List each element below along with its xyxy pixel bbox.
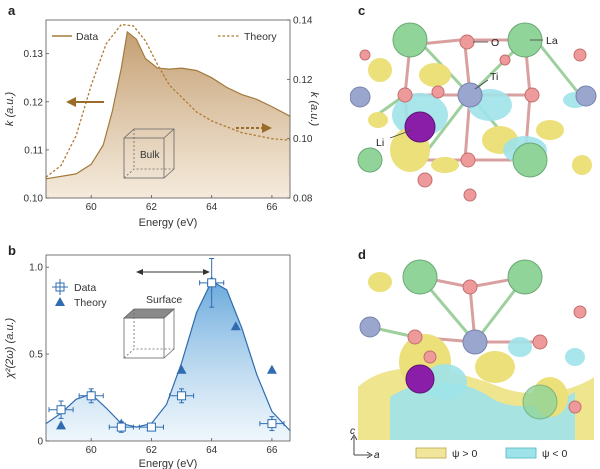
data-point: [108, 421, 134, 433]
y-tick-label: 1.0: [29, 263, 43, 274]
panel-label-c: c: [358, 3, 365, 18]
y-axis-label: χ²(2ω) (a.u.): [4, 317, 16, 379]
y2-tick-label: 0.10: [293, 134, 313, 145]
x-tick-label: 66: [266, 445, 278, 456]
y-tick-label: 0.13: [24, 49, 44, 60]
x-tick-label: 62: [146, 202, 158, 213]
y2-tick-label: 0.14: [293, 16, 313, 27]
la-atom: [512, 142, 548, 178]
data-point: [199, 257, 225, 308]
bulk-cube-icon: [123, 128, 175, 179]
x-tick-label: 60: [86, 202, 98, 213]
theory-series-line: [45, 23, 291, 178]
ti-atom: [575, 85, 597, 107]
theory-point: [176, 364, 187, 374]
y2-tick-label: 0.08: [293, 194, 313, 205]
left-axis-arrow: [66, 97, 104, 107]
atom-label-ti: Ti: [490, 71, 498, 83]
legend-theory-label: Theory: [244, 31, 277, 43]
panel-a-chart: a 60 62 64 66 0.10 0.11 0.12 0.13 0.08 0.10 0.12…: [4, 3, 320, 229]
atoms: [359, 259, 587, 420]
panel-label-b: b: [8, 243, 16, 258]
ti-atom: [359, 316, 381, 338]
legend-data-label: Data: [74, 282, 96, 294]
ti-atom: [462, 329, 488, 355]
o-atoms: [407, 279, 587, 414]
y-tick-label: 0.12: [24, 97, 44, 108]
la-atom: [402, 259, 438, 295]
data-series-line: [45, 30, 291, 180]
panel-label-d: d: [358, 247, 366, 262]
la-atom: [507, 259, 543, 295]
x-axis-label: Energy (eV): [139, 217, 198, 229]
y-tick-label: 0.11: [24, 145, 43, 156]
atom-label-li: Li: [376, 137, 384, 149]
data-point: [48, 400, 74, 419]
axes-indicator: [350, 434, 373, 459]
li-atom: [405, 364, 435, 394]
plot-frame: [45, 19, 291, 199]
y-axis-label: k (a.u.): [4, 92, 16, 127]
data-point: [259, 416, 285, 432]
theory-point: [56, 420, 67, 430]
atoms: [350, 22, 597, 202]
atom-label-o: O: [491, 37, 499, 49]
atom-label-la: La: [546, 35, 558, 47]
right-axis-arrow: [236, 123, 272, 133]
data-point: [78, 388, 104, 404]
ti-atom: [350, 86, 371, 108]
x-tick-label: 60: [86, 445, 98, 456]
bulk-label: Bulk: [140, 150, 160, 161]
ti-atom: [457, 82, 483, 108]
y-tick-label: 0.10: [24, 194, 44, 205]
x-tick-label: 64: [206, 202, 218, 213]
y2-axis-label: k (a.u.): [308, 92, 320, 127]
panel-c-structure: c: [350, 3, 597, 205]
panel-b-chart: b 60 62 64 66 0 0.5 1.0 Energy (eV) χ²(2ω) (a…: [4, 243, 291, 469]
y-tick-label: 0.5: [29, 350, 43, 361]
x-axis-label: Energy (eV): [139, 458, 198, 469]
theory-point: [266, 364, 277, 374]
la-atom: [392, 22, 428, 58]
x-tick-label: 64: [206, 445, 218, 456]
x-tick-label: 62: [146, 445, 158, 456]
axis-a-label: a: [374, 450, 380, 461]
psi-negative-label: ψ < 0: [542, 448, 567, 460]
li-atom: [404, 111, 436, 143]
panel-d-structure: d c a: [350, 247, 594, 461]
psi-positive-label: ψ > 0: [452, 448, 477, 460]
psi-positive-swatch: [415, 447, 447, 459]
surface-label: Surface: [146, 294, 182, 306]
la-atom: [522, 384, 558, 420]
legend-data-label: Data: [76, 31, 98, 43]
y-tick-label: 0: [37, 437, 43, 448]
range-arrow: [136, 269, 210, 275]
data-area-fill: [46, 32, 290, 198]
data-point: [169, 388, 195, 404]
panel-label-a: a: [8, 3, 16, 18]
axis-c-label: c: [350, 426, 355, 437]
data-point: [138, 422, 164, 432]
surface-cube-icon: [122, 308, 176, 359]
theory-point: [230, 321, 241, 331]
legend-theory-swatch: [55, 297, 65, 306]
psi-negative-swatch: [505, 447, 537, 459]
legend-data-swatch: [52, 279, 68, 295]
la-atom: [357, 147, 383, 173]
fit-area-fill: [46, 281, 290, 441]
plot-frame: [45, 254, 291, 442]
y2-tick-label: 0.12: [293, 75, 313, 86]
x-tick-label: 66: [266, 202, 278, 213]
o-atoms: [359, 34, 587, 202]
legend-theory-label: Theory: [74, 297, 107, 309]
